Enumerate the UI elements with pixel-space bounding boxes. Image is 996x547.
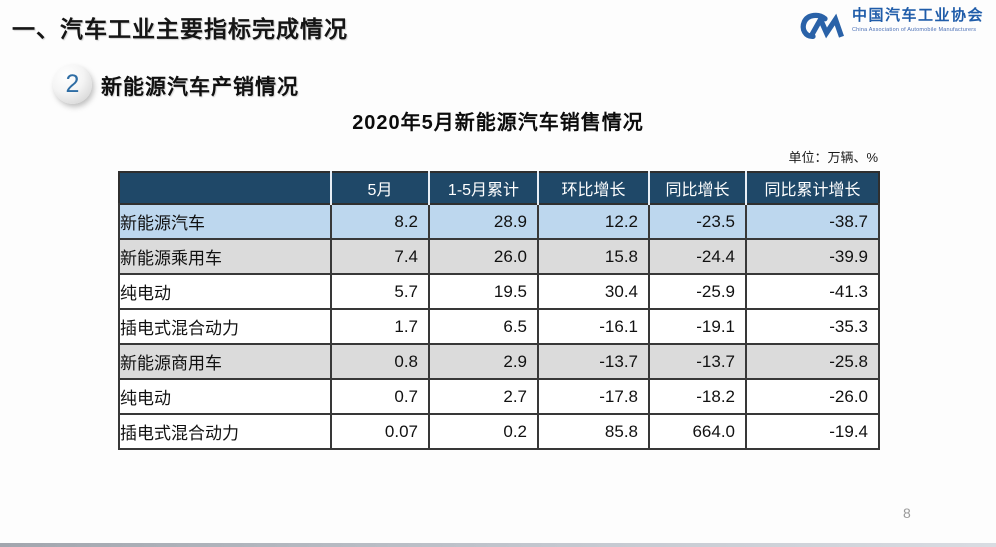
cell-value: -25.8 <box>745 343 880 380</box>
table-head: 5月 1-5月累计 环比增长 同比增长 同比累计增长 <box>119 172 879 204</box>
cell-value: -17.8 <box>537 378 650 415</box>
page-number: 8 <box>903 505 911 521</box>
row-label: 新能源商用车 <box>118 343 332 380</box>
caam-logo-icon <box>798 8 846 43</box>
row-label: 纯电动 <box>118 378 332 415</box>
section-title: 新能源汽车产销情况 <box>101 76 299 99</box>
column-header: 环比增长 <box>537 172 649 204</box>
cell-value: -23.5 <box>648 203 747 240</box>
cell-value: 26.0 <box>428 238 539 275</box>
cell-value: -41.3 <box>745 273 880 310</box>
cell-value: -13.7 <box>537 343 650 380</box>
row-label: 插电式混合动力 <box>118 308 332 345</box>
cell-value: -18.2 <box>648 378 747 415</box>
cell-value: 8.2 <box>330 203 430 240</box>
cell-value: 30.4 <box>537 273 650 310</box>
cell-value: -19.1 <box>648 308 747 345</box>
cell-value: 5.7 <box>330 273 430 310</box>
cell-value: 6.5 <box>428 308 539 345</box>
row-label: 插电式混合动力 <box>118 413 332 450</box>
caam-logo: 中国汽车工业协会 China Association of Automobile… <box>798 7 984 43</box>
cell-value: -39.9 <box>745 238 880 275</box>
column-header-label <box>119 172 331 204</box>
cell-value: -19.4 <box>745 413 880 450</box>
unit-label: 单位：万辆、% <box>788 150 878 165</box>
cell-value: 15.8 <box>537 238 650 275</box>
logo-org-name: 中国汽车工业协会 <box>851 7 984 24</box>
table-row: 纯电动 0.7 2.7 -17.8 -18.2 -26.0 <box>118 378 880 415</box>
logo-text: 中国汽车工业协会 China Association of Automobile… <box>851 7 984 33</box>
cell-value: 0.8 <box>330 343 430 380</box>
cell-value: 0.07 <box>330 413 430 450</box>
header-row: 5月 1-5月累计 环比增长 同比增长 同比累计增长 <box>119 172 879 204</box>
column-header: 同比累计增长 <box>745 172 879 204</box>
cell-value: -24.4 <box>648 238 747 275</box>
cell-value: -38.7 <box>745 203 880 240</box>
nev-sales-table: 5月 1-5月累计 环比增长 同比增长 同比累计增长 新能源汽车 8.2 28.9 12.2-… <box>118 171 880 450</box>
cell-value: 2.9 <box>428 343 539 380</box>
cell-value: 0.2 <box>428 413 539 450</box>
table-row: 新能源乘用车 7.4 26.0 15.8 -24.4 -39.9 <box>118 238 880 275</box>
cell-value: 85.8 <box>537 413 650 450</box>
column-header: 同比增长 <box>648 172 746 204</box>
table-row: 纯电动 5.7 19.5 30.4 -25.9 -41.3 <box>118 273 880 310</box>
cell-value: -35.3 <box>745 308 880 345</box>
table-row: 插电式混合动力 1.7 6.5 -16.1 -19.1 -35.3 <box>118 308 880 345</box>
cell-value: 2.7 <box>428 378 539 415</box>
cell-value: 1.7 <box>330 308 430 345</box>
cell-value: -16.1 <box>537 308 650 345</box>
table-body: 新能源汽车 8.2 28.9 12.2 -23.5 -38.7 新能源乘用车 7.4 26.0 1… <box>118 203 880 450</box>
logo-org-name-en: China Association of Automobile Manufact… <box>851 26 977 33</box>
bottom-accent-bar <box>0 543 996 547</box>
page-title: 一、汽车工业主要指标完成情况 <box>12 16 348 42</box>
table-row: 插电式混合动力 0.07 0.2 85.8 664.0 -19.4 <box>118 413 880 450</box>
cell-value: 0.7 <box>330 378 430 415</box>
cell-value: -13.7 <box>648 343 747 380</box>
row-label: 新能源汽车 <box>118 203 332 240</box>
section-number-badge: 2 <box>53 65 92 104</box>
table-row: 新能源汽车 8.2 28.9 12.2 -23.5 -38.7 <box>118 203 880 240</box>
row-label: 纯电动 <box>118 273 332 310</box>
table-row: 新能源商用车 0.8 2.9 -13.7 -13.7 -25.8 <box>118 343 880 380</box>
column-header: 1-5月累计 <box>428 172 538 204</box>
cell-value: -26.0 <box>745 378 880 415</box>
row-label: 新能源乘用车 <box>118 238 332 275</box>
cell-value: -25.9 <box>648 273 747 310</box>
cell-value: 19.5 <box>428 273 539 310</box>
cell-value: 12.2 <box>537 203 650 240</box>
cell-value: 28.9 <box>428 203 539 240</box>
column-header: 5月 <box>330 172 429 204</box>
table-title: 2020年5月新能源汽车销售情况 <box>352 112 644 134</box>
cell-value: 7.4 <box>330 238 430 275</box>
cell-value: 664.0 <box>648 413 747 450</box>
